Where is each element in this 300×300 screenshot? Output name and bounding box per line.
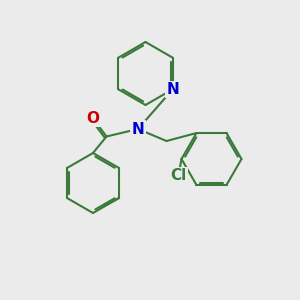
Text: O: O [86,111,100,126]
Text: Cl: Cl [170,168,187,183]
Text: N: N [167,82,179,97]
Text: N: N [132,122,144,136]
